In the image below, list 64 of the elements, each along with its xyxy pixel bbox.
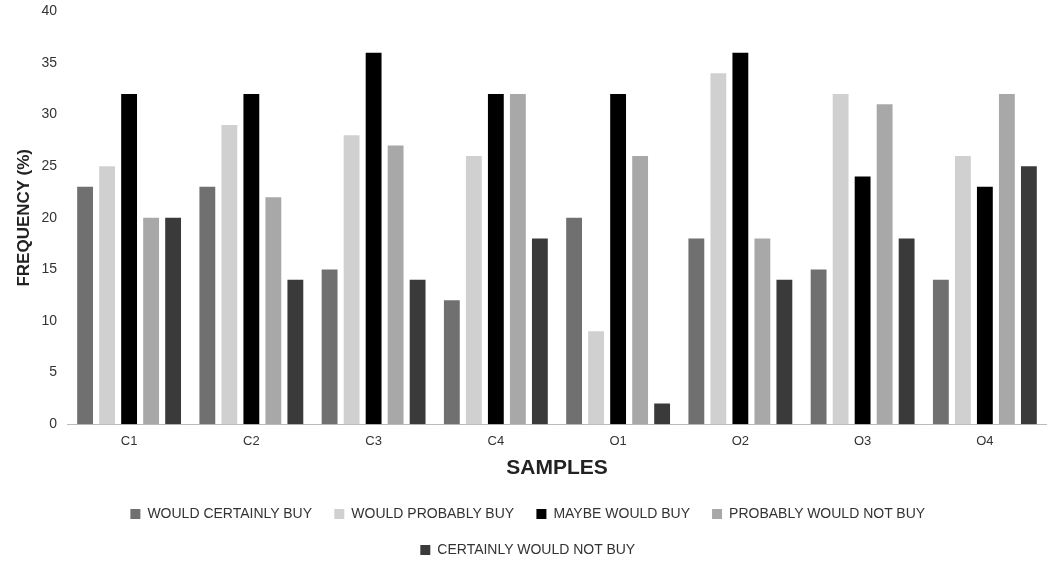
bar	[509, 93, 526, 425]
legend-label: WOULD CERTAINLY BUY	[147, 504, 313, 521]
y-tick-label: 5	[49, 363, 58, 380]
y-tick-label: 0	[49, 415, 58, 432]
bar	[443, 300, 460, 425]
x-tick-label: O1	[609, 432, 627, 448]
x-tick-label: O3	[853, 432, 872, 448]
bar	[998, 93, 1015, 425]
x-tick-label: C2	[243, 432, 260, 448]
x-tick-label: C3	[365, 432, 382, 448]
bar	[409, 279, 426, 425]
bar	[465, 155, 482, 425]
bar	[754, 238, 771, 425]
bar	[632, 155, 649, 425]
bar	[654, 403, 671, 425]
bar	[77, 186, 94, 425]
bar	[954, 155, 971, 425]
bar	[1020, 166, 1037, 425]
x-axis-title: SAMPLES	[506, 455, 608, 479]
bar	[976, 186, 993, 425]
bar	[287, 279, 304, 425]
bar	[854, 176, 871, 425]
bar	[221, 124, 238, 425]
bar	[688, 238, 705, 425]
legend-label: WOULD PROBABLY BUY	[351, 504, 515, 521]
bar	[531, 238, 548, 425]
bar	[121, 93, 138, 425]
y-tick-label: 25	[41, 157, 58, 174]
bar	[898, 238, 915, 425]
bar	[588, 331, 605, 425]
y-tick-label: 10	[41, 311, 58, 328]
y-axis-title: FREQUENCY (%)	[13, 149, 33, 287]
x-tick-label: O2	[731, 432, 750, 448]
x-tick-label: C4	[487, 432, 505, 448]
bar	[243, 93, 260, 425]
x-tick-label: C1	[120, 432, 138, 448]
y-tick-label: 15	[41, 260, 58, 277]
legend-label: PROBABLY WOULD NOT BUY	[729, 504, 926, 521]
bar	[710, 73, 727, 425]
y-tick-label: 30	[41, 105, 58, 122]
bar	[143, 217, 160, 425]
bar	[99, 166, 116, 425]
bar	[387, 145, 404, 425]
bar	[876, 104, 893, 425]
y-tick-label: 40	[41, 2, 58, 19]
y-tick-label: 35	[41, 53, 58, 70]
bar	[932, 279, 949, 425]
bar	[343, 135, 360, 425]
bar	[776, 279, 793, 425]
x-tick-label: O4	[976, 432, 994, 448]
legend-label: MAYBE WOULD BUY	[553, 504, 691, 521]
bar	[487, 93, 504, 425]
bar	[566, 217, 583, 425]
bar	[365, 52, 382, 425]
bar	[610, 93, 627, 425]
bar	[832, 93, 849, 425]
bar	[199, 186, 216, 425]
bar	[810, 269, 827, 425]
bar	[165, 217, 182, 425]
bar	[321, 269, 338, 425]
bar	[732, 52, 749, 425]
bar	[265, 197, 282, 425]
y-tick-label: 20	[41, 208, 58, 225]
legend-label: CERTAINLY WOULD NOT BUY	[437, 540, 636, 557]
